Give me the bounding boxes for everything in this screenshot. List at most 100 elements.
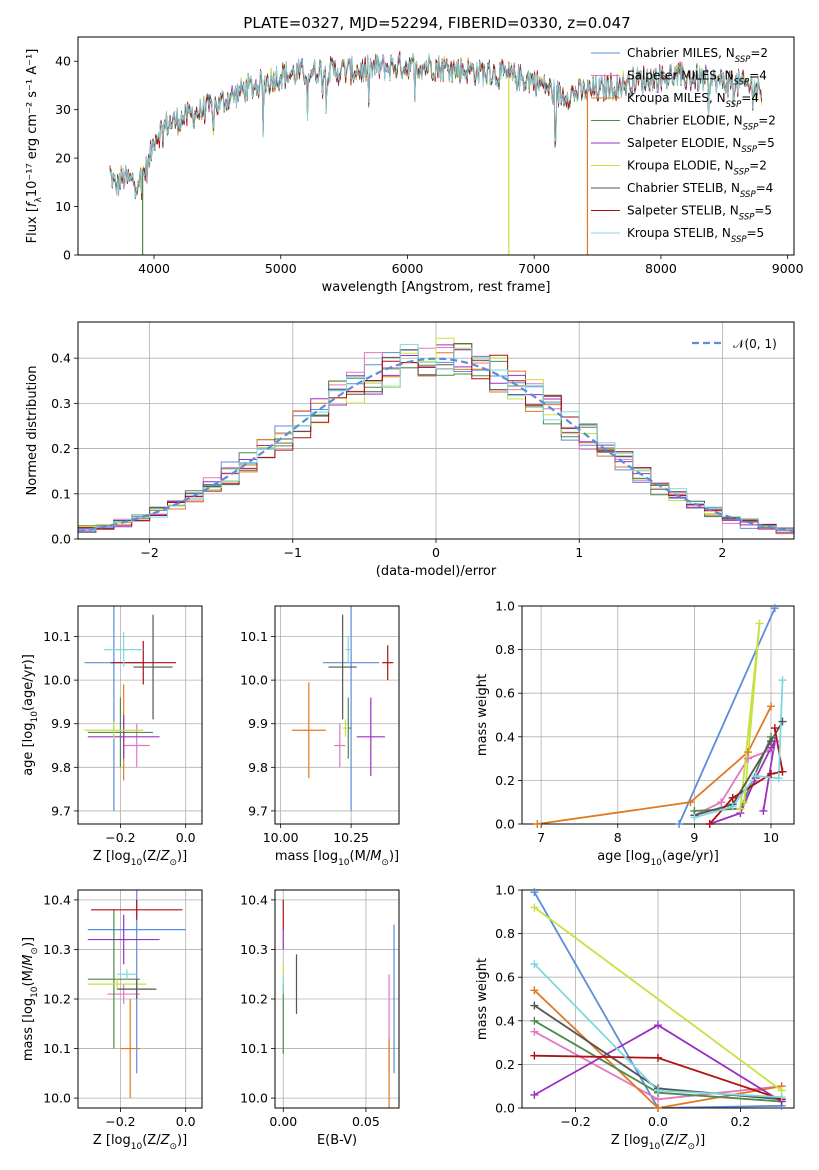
x-tick-label: 0.0 (176, 1114, 196, 1129)
legend-label: Chabrier STELIB, NSSP=4 (627, 181, 773, 200)
y-axis-label: age [log10(age/yr)] (21, 654, 40, 776)
weight-point-marker (675, 820, 684, 828)
x-tick-label: 0 (432, 545, 440, 560)
weight-point-marker (530, 986, 539, 995)
x-tick-label: 0.05 (352, 1114, 380, 1129)
y-tick-label: 0.2 (51, 441, 71, 456)
y-axis-label: mass weight (475, 674, 490, 756)
weight-point-marker (530, 960, 539, 969)
weight-series-line (739, 623, 761, 809)
axes-frame (77, 36, 795, 256)
y-tick-label: 9.9 (248, 716, 268, 731)
axes-frame (77, 321, 795, 540)
weight-point-marker (728, 802, 737, 811)
y-tick-label: 10.1 (240, 1041, 268, 1056)
weight-point-marker (530, 1027, 539, 1036)
weight-point-marker (778, 676, 787, 685)
weight-point-marker (530, 888, 539, 897)
weight-point-marker (777, 1093, 786, 1102)
weight-point-marker (654, 1104, 662, 1112)
weight-series-line (709, 740, 776, 824)
x-axis-label: Z [log10(Z/Z⊙)] (93, 1133, 187, 1152)
weight-point-marker (770, 724, 779, 733)
plot-area-weights-vs-age (537, 607, 784, 824)
x-tick-label: 10.00 (263, 830, 299, 845)
axes-frame (274, 605, 400, 825)
plot-area-spectrum (109, 51, 763, 255)
figure-title: PLATE=0327, MJD=52294, FIBERID=0330, z=0… (243, 14, 630, 32)
x-tick-label: 0.0 (176, 830, 196, 845)
weight-point-marker (705, 820, 714, 828)
plot-area-age-vs-mass (291, 606, 394, 811)
axes-weights-vs-age: 7 8 9 10 0.0 0.2 0.4 0.6 0.8 1.0 age [log10(age/yr… (475, 599, 795, 868)
x-axis-label: Z [log10(Z/Z⊙)] (93, 849, 187, 868)
weight-point-marker (770, 604, 779, 613)
axes-weights-vs-z: −0.2 0.0 0.2 0.0 0.2 0.4 0.6 0.8 1.0 Z [log10(Z/Z… (475, 883, 795, 1152)
x-axis-label: age [log10(age/yr)] (597, 849, 719, 868)
weight-point-marker (686, 798, 695, 807)
y-axis-label: Normed distribution (25, 366, 40, 496)
normal-reference-curve (78, 357, 794, 533)
y-tick-label: 10.1 (43, 629, 71, 644)
y-tick-label: 0.2 (495, 773, 515, 788)
legend-label: Kroupa ELODIE, NSSP=2 (627, 159, 767, 178)
weight-series-line (678, 607, 776, 824)
weight-point-marker (755, 619, 764, 628)
weight-series-line (533, 906, 783, 1092)
weight-point-marker (530, 1090, 539, 1099)
weight-point-marker (654, 1086, 662, 1095)
plot-area-mass-vs-z (87, 890, 186, 1099)
y-tick-label: 1.0 (495, 599, 515, 614)
y-tick-label: 0.6 (495, 686, 515, 701)
y-tick-label: 10.0 (43, 1091, 71, 1106)
y-tick-label: 30 (55, 102, 71, 117)
y-tick-label: 0.4 (51, 351, 71, 366)
weight-point-marker (690, 813, 699, 822)
axes-frame (521, 605, 795, 825)
weight-point-marker (751, 772, 760, 781)
y-tick-label: 0.0 (495, 1101, 515, 1116)
x-tick-label: 0.00 (269, 1114, 297, 1129)
weight-series-line (537, 705, 772, 824)
y-axis-label: mass [log10(M/M⊙)] (21, 937, 40, 1061)
weight-point-marker (530, 1051, 539, 1060)
weight-point-marker (533, 820, 542, 828)
weight-point-marker (778, 717, 787, 726)
y-tick-label: 10.0 (43, 673, 71, 688)
weight-point-marker (736, 804, 745, 813)
plot-area-residuals (78, 337, 794, 535)
axes-residuals: −2 −1 0 1 2 0.0 0.1 0.2 0.3 0.4 (data-model)/error… (25, 321, 795, 579)
legend-label: 𝒩(0, 1) (733, 337, 777, 351)
x-axis-label: (data-model)/error (376, 564, 497, 579)
y-tick-label: 10.3 (240, 942, 268, 957)
weight-point-marker (654, 1053, 662, 1062)
x-tick-label: −0.2 (105, 830, 135, 845)
x-tick-label: 6000 (392, 261, 424, 276)
y-tick-label: 0.1 (51, 486, 71, 501)
x-tick-label: 9 (690, 830, 698, 845)
y-tick-label: 10.1 (240, 629, 268, 644)
legend-label: Chabrier MILES, NSSP=2 (627, 46, 768, 65)
plot-area-mass-vs-ebv (282, 899, 395, 1108)
y-tick-label: 1.0 (495, 883, 515, 898)
y-tick-label: 9.8 (51, 760, 71, 775)
weight-point-marker (740, 798, 749, 807)
axes-frame (77, 889, 203, 1109)
weight-point-marker (774, 774, 783, 783)
weight-point-marker (759, 806, 768, 815)
axes-age-vs-z: −0.2 0.0 9.7 9.8 9.9 10.0 10.1 Z [log10(Z/Z⊙)] a… (21, 605, 203, 868)
weight-point-marker (530, 1016, 539, 1025)
y-tick-label: 9.7 (51, 803, 71, 818)
axes-mass-vs-z: −0.2 0.0 10.0 10.1 10.2 10.3 10.4 Z [log10(Z/Z⊙… (21, 889, 203, 1152)
x-tick-label: 2 (718, 545, 726, 560)
y-tick-label: 10.4 (240, 892, 268, 907)
y-tick-label: 9.9 (51, 716, 71, 731)
weight-point-marker (778, 767, 787, 776)
weight-point-marker (767, 769, 776, 778)
weight-series-line (694, 721, 784, 817)
x-tick-label: −1 (284, 545, 302, 560)
x-tick-label: 1 (575, 545, 583, 560)
x-tick-label: 10.25 (333, 830, 369, 845)
legend-label: Salpeter STELIB, NSSP=5 (627, 204, 772, 223)
weight-series-line (694, 749, 772, 817)
